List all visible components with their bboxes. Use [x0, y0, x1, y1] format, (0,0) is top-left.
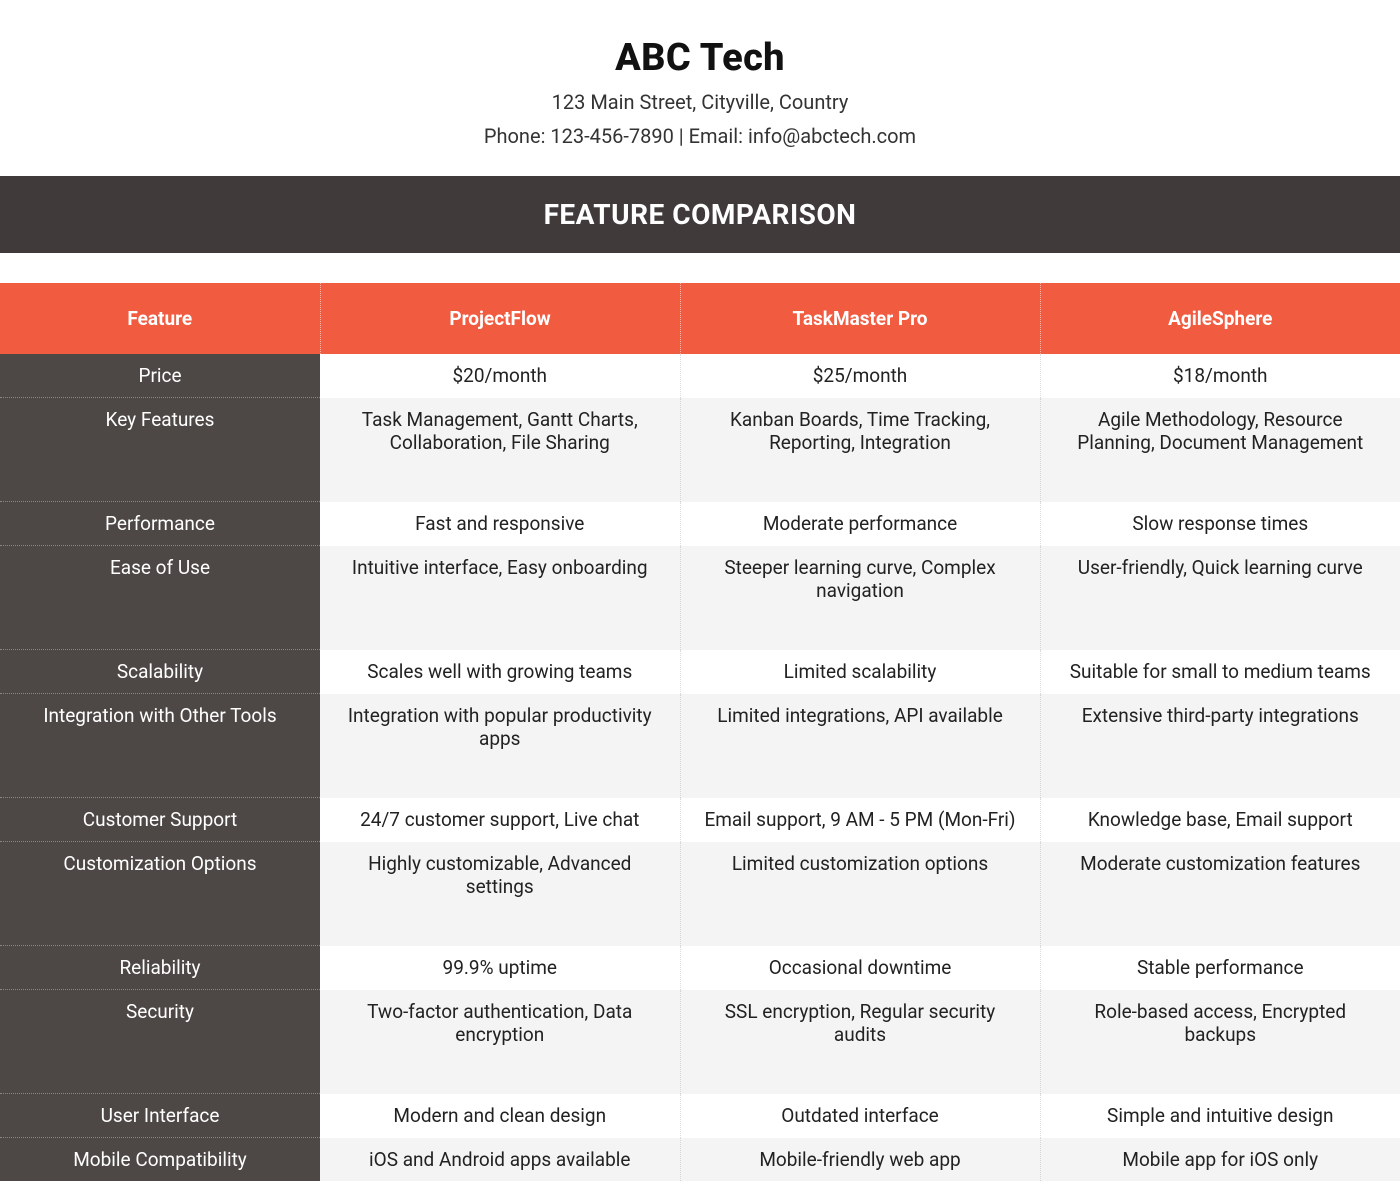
cell-projectflow: Intuitive interface, Easy onboarding	[320, 546, 680, 650]
cell-taskmaster: Outdated interface	[680, 1094, 1040, 1138]
cell-projectflow: Integration with popular productivity ap…	[320, 694, 680, 798]
cell-agilesphere: Slow response times	[1040, 502, 1400, 546]
cell-agilesphere: Extensive third-party integrations	[1040, 694, 1400, 798]
cell-taskmaster: Limited scalability	[680, 650, 1040, 694]
table-row: ScalabilityScales well with growing team…	[0, 650, 1400, 694]
cell-taskmaster: $25/month	[680, 354, 1040, 398]
table-row: PerformanceFast and responsiveModerate p…	[0, 502, 1400, 546]
table-header-row: Feature ProjectFlow TaskMaster Pro Agile…	[0, 283, 1400, 354]
feature-name-cell: Customization Options	[0, 842, 320, 946]
col-header-taskmaster: TaskMaster Pro	[680, 283, 1040, 354]
table-row: User InterfaceModern and clean designOut…	[0, 1094, 1400, 1138]
table-row: Mobile CompatibilityiOS and Android apps…	[0, 1138, 1400, 1181]
feature-name-cell: Ease of Use	[0, 546, 320, 650]
cell-taskmaster: Limited integrations, API available	[680, 694, 1040, 798]
feature-name-cell: Customer Support	[0, 798, 320, 842]
cell-agilesphere: $18/month	[1040, 354, 1400, 398]
feature-name-cell: Performance	[0, 502, 320, 546]
feature-name-cell: Reliability	[0, 946, 320, 990]
cell-taskmaster: Email support, 9 AM - 5 PM (Mon-Fri)	[680, 798, 1040, 842]
feature-name-cell: Scalability	[0, 650, 320, 694]
col-header-projectflow: ProjectFlow	[320, 283, 680, 354]
cell-agilesphere: Simple and intuitive design	[1040, 1094, 1400, 1138]
cell-taskmaster: Occasional downtime	[680, 946, 1040, 990]
cell-projectflow: Fast and responsive	[320, 502, 680, 546]
company-address: 123 Main Street, Cityville, Country	[0, 90, 1400, 114]
cell-agilesphere: User-friendly, Quick learning curve	[1040, 546, 1400, 650]
cell-projectflow: $20/month	[320, 354, 680, 398]
cell-projectflow: 99.9% uptime	[320, 946, 680, 990]
table-row: Reliability99.9% uptimeOccasional downti…	[0, 946, 1400, 990]
cell-taskmaster: Moderate performance	[680, 502, 1040, 546]
cell-projectflow: Two-factor authentication, Data encrypti…	[320, 990, 680, 1094]
cell-projectflow: 24/7 customer support, Live chat	[320, 798, 680, 842]
col-header-feature: Feature	[0, 283, 320, 354]
feature-name-cell: User Interface	[0, 1094, 320, 1138]
company-name: ABC Tech	[0, 36, 1400, 80]
section-title-banner: FEATURE COMPARISON	[0, 176, 1400, 253]
company-contact: Phone: 123-456-7890 | Email: info@abctec…	[0, 124, 1400, 148]
cell-agilesphere: Agile Methodology, Resource Planning, Do…	[1040, 398, 1400, 502]
table-body: Price$20/month$25/month$18/monthKey Feat…	[0, 354, 1400, 1181]
col-header-agilesphere: AgileSphere	[1040, 283, 1400, 354]
feature-name-cell: Price	[0, 354, 320, 398]
cell-taskmaster: Limited customization options	[680, 842, 1040, 946]
cell-agilesphere: Stable performance	[1040, 946, 1400, 990]
table-row: Ease of UseIntuitive interface, Easy onb…	[0, 546, 1400, 650]
cell-taskmaster: SSL encryption, Regular security audits	[680, 990, 1040, 1094]
cell-taskmaster: Kanban Boards, Time Tracking, Reporting,…	[680, 398, 1040, 502]
cell-agilesphere: Mobile app for iOS only	[1040, 1138, 1400, 1181]
cell-agilesphere: Moderate customization features	[1040, 842, 1400, 946]
cell-agilesphere: Suitable for small to medium teams	[1040, 650, 1400, 694]
cell-projectflow: Modern and clean design	[320, 1094, 680, 1138]
table-row: SecurityTwo-factor authentication, Data …	[0, 990, 1400, 1094]
cell-projectflow: Task Management, Gantt Charts, Collabora…	[320, 398, 680, 502]
table-row: Customization OptionsHighly customizable…	[0, 842, 1400, 946]
cell-projectflow: iOS and Android apps available	[320, 1138, 680, 1181]
cell-agilesphere: Knowledge base, Email support	[1040, 798, 1400, 842]
cell-agilesphere: Role-based access, Encrypted backups	[1040, 990, 1400, 1094]
cell-taskmaster: Steeper learning curve, Complex navigati…	[680, 546, 1040, 650]
feature-name-cell: Integration with Other Tools	[0, 694, 320, 798]
feature-name-cell: Key Features	[0, 398, 320, 502]
feature-name-cell: Mobile Compatibility	[0, 1138, 320, 1181]
feature-name-cell: Security	[0, 990, 320, 1094]
table-row: Integration with Other ToolsIntegration …	[0, 694, 1400, 798]
table-row: Price$20/month$25/month$18/month	[0, 354, 1400, 398]
cell-projectflow: Highly customizable, Advanced settings	[320, 842, 680, 946]
table-row: Customer Support24/7 customer support, L…	[0, 798, 1400, 842]
cell-projectflow: Scales well with growing teams	[320, 650, 680, 694]
table-row: Key FeaturesTask Management, Gantt Chart…	[0, 398, 1400, 502]
feature-comparison-table: Feature ProjectFlow TaskMaster Pro Agile…	[0, 283, 1400, 1181]
company-header: ABC Tech 123 Main Street, Cityville, Cou…	[0, 0, 1400, 176]
cell-taskmaster: Mobile-friendly web app	[680, 1138, 1040, 1181]
